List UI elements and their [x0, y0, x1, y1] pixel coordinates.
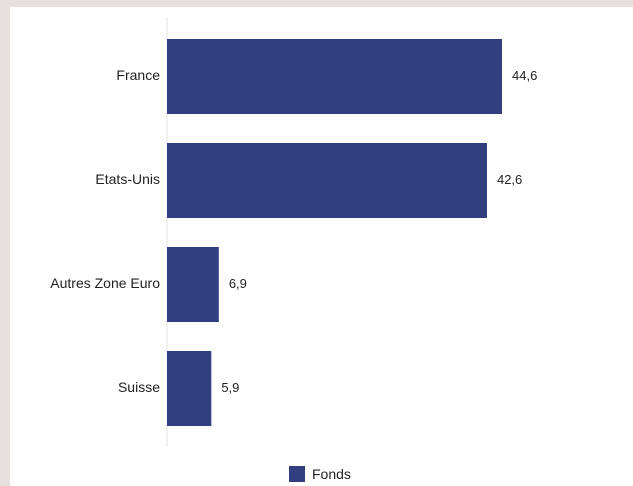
bar-3	[167, 351, 212, 426]
bar-1	[167, 143, 487, 218]
value-label-3: 5,9	[221, 380, 239, 395]
chart-panel: France 44,6 Etats-Unis 42,6 Autres Zone Euro…	[10, 7, 633, 486]
bar-2	[167, 247, 219, 322]
category-label-1: Etats-Unis	[95, 171, 160, 187]
legend: Fonds	[289, 466, 351, 482]
legend-swatch	[289, 466, 305, 482]
category-label-0: France	[116, 67, 160, 83]
value-label-1: 42,6	[497, 172, 522, 187]
legend-label: Fonds	[312, 466, 351, 482]
category-label-2: Autres Zone Euro	[50, 275, 160, 291]
value-label-0: 44,6	[512, 68, 537, 83]
value-label-2: 6,9	[229, 276, 247, 291]
bar-chart: France 44,6 Etats-Unis 42,6 Autres Zone Euro…	[50, 17, 537, 447]
bar-0	[167, 39, 502, 114]
category-label-3: Suisse	[118, 379, 160, 395]
